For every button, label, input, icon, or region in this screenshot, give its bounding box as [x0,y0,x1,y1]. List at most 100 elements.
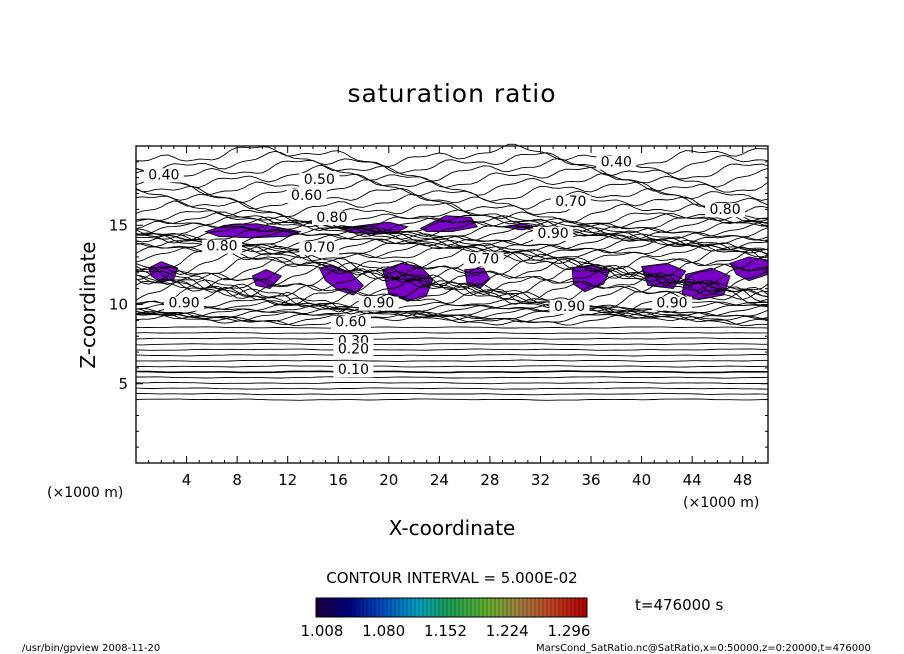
contour-label-bg [549,299,590,314]
colorbar-tick-label: 1.080 [362,622,405,640]
contour-label-bg [311,211,352,226]
contour-line [135,164,769,188]
colorbar-tick-label: 1.008 [301,622,344,640]
contour-label-bg [550,195,591,210]
y-axis-unit: (×1000 m) [47,485,123,501]
contour-line [135,209,769,228]
contour-line [135,342,769,346]
x-tick-label: 32 [531,471,550,489]
contour-label-bg [333,363,374,378]
contour-label-bg [164,296,205,311]
contour-label-bg [333,342,374,357]
contour-line [135,143,769,168]
x-tick-label: 24 [430,471,449,489]
contour-label-bg [143,168,184,183]
contour-line [135,398,769,401]
contour-label-bg [330,315,371,330]
x-axis-unit: (×1000 m) [683,495,759,511]
x-tick-label: 36 [581,471,600,489]
footer-right: MarsCond_SatRatio.nc@SatRatio,x=0:50000,… [536,643,871,654]
contour-line [135,348,769,351]
contour-label: 0.70 [555,194,586,210]
contour-label-bg [596,155,637,170]
contour-line [135,387,769,390]
contour-label-bg [286,188,327,203]
contour-line [135,337,769,340]
x-tick-label: 44 [683,471,702,489]
colorbar: 1.008 1.080 1.152 1.224 1.296 [301,597,591,640]
contour-line [135,187,769,210]
contour-line [135,193,769,218]
x-tick-label: 28 [480,471,499,489]
contour-line [135,331,768,335]
contour-label-bg [358,296,399,311]
x-tick-label: 16 [329,471,348,489]
contour-line [135,269,769,298]
contour-label: 0.80 [206,239,237,255]
contour-line [135,245,769,273]
contour-line [135,259,769,288]
contour-label: 0.60 [335,315,366,331]
contour-label-bg [705,203,746,218]
contour-label-bg [463,252,504,267]
contour-line [136,392,769,396]
x-tick-label: 40 [632,471,651,489]
contour-line [135,283,769,313]
supersaturated-region [419,215,478,233]
contour-label: 0.50 [304,172,335,188]
contour-label-bg [533,226,574,241]
contour-label: 0.80 [316,210,347,226]
contour-labels: 0.400.400.500.60 0.700.800.900.700.800.70… [143,155,746,378]
colorbar-tick-label: 1.152 [424,622,467,640]
contour-label: 0.70 [304,240,335,256]
contour-line [135,179,769,203]
contour-label: 0.40 [148,167,179,183]
contour-label: 0.40 [601,155,632,171]
contour-label: 0.70 [468,251,499,267]
contour-line [135,354,769,357]
contour-line [135,266,769,295]
contour-interval: CONTOUR INTERVAL = 5.000E-02 [326,569,577,587]
chart-title: saturation ratio [347,79,556,108]
contour-label: 0.90 [363,296,394,312]
x-tick-label: 20 [379,471,398,489]
contour-label: 0.90 [656,296,687,312]
contour-label-bg [299,173,340,188]
contour-line [136,376,769,379]
y-tick-label: 5 [118,375,128,393]
contour-line [135,370,768,374]
contour-line [135,200,769,224]
contour-label: 0.80 [709,202,740,218]
x-axis-label: X-coordinate [389,516,516,540]
contour-label: 0.90 [538,226,569,242]
contour-line [135,220,769,238]
contour-line [136,365,769,368]
x-tick-label: 12 [278,471,297,489]
colorbar-tick-label: 1.224 [486,622,529,640]
contour-label: 0.90 [168,296,199,312]
contour-label-bg [651,296,692,311]
contour-label: 0.90 [554,299,585,315]
contour-line [135,280,769,309]
contour-label-bg [201,239,242,254]
contour-label: 0.60 [291,188,322,204]
colorbar-fill [315,597,588,618]
x-tick-label: 48 [733,471,752,489]
colorbar-tick-label: 1.296 [548,622,591,640]
contour-label: 0.10 [338,362,369,378]
contour-line [136,326,769,329]
contour-line [135,381,769,385]
contour-line [135,276,769,305]
footer-left: /usr/bin/gpview 2008-11-20 [22,643,160,654]
x-tick-label: 8 [232,471,242,489]
contour-line [135,216,769,236]
y-axis-label: Z-coordinate [76,241,100,368]
x-tick-label: 4 [182,471,192,489]
contour-label: 0.20 [338,342,369,358]
contour-label-bg [299,241,340,256]
contour-line [135,248,769,278]
contour-line [135,211,769,230]
contour-line [135,172,769,196]
contour-line [135,359,769,362]
